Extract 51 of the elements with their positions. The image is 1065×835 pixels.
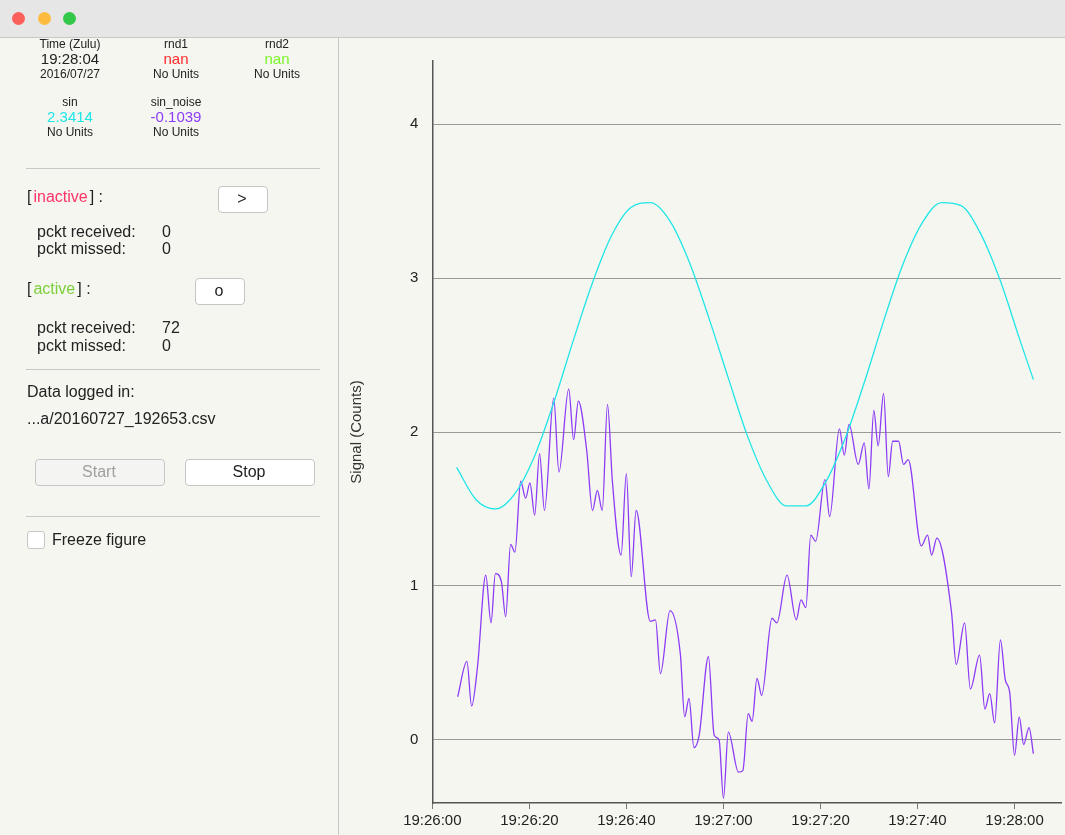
x-tick-label: 19:26:00	[403, 811, 462, 829]
x-tick-label: 19:26:40	[597, 811, 656, 829]
text: Freeze figure	[52, 531, 147, 548]
text: [	[27, 280, 32, 297]
y-tick-label: 1	[410, 576, 419, 594]
text: o	[214, 282, 224, 299]
text: 72	[162, 319, 180, 336]
x-tick-label: 19:26:20	[500, 811, 559, 829]
text: 2.3414	[47, 108, 93, 125]
text: sin_noise	[150, 95, 202, 109]
text: No Units	[46, 125, 94, 139]
text: Stop	[232, 463, 266, 480]
text: pckt received:	[37, 223, 136, 240]
text: No Units	[152, 125, 200, 139]
text: 19:28:04	[40, 50, 100, 67]
text: inactive	[33, 188, 88, 205]
text: ] :	[77, 280, 91, 297]
text: 2016/07/27	[39, 67, 101, 81]
text: [	[27, 188, 32, 205]
text: nan	[264, 50, 290, 67]
x-tick-label: 19:27:20	[791, 811, 850, 829]
text: Start	[82, 463, 116, 480]
x-tick-label: 19:28:00	[985, 811, 1044, 829]
text: rnd2	[264, 37, 290, 51]
text: nan	[163, 50, 189, 67]
y-tick-label: 4	[410, 114, 419, 132]
text: 0	[162, 223, 171, 240]
text: pckt missed:	[37, 337, 126, 354]
text: pckt missed:	[37, 240, 126, 257]
y-tick-label: 3	[410, 268, 419, 286]
text: Time (Zulu)	[39, 37, 101, 51]
y-axis-title: Signal (Counts)	[347, 380, 365, 484]
y-tick-label: 0	[410, 730, 419, 748]
text: No Units	[253, 67, 301, 81]
text: sin	[62, 95, 78, 109]
x-tick-label: 19:27:00	[694, 811, 753, 829]
text: 0	[162, 337, 171, 354]
x-tick-label: 19:27:40	[888, 811, 947, 829]
text: ] :	[89, 188, 104, 205]
y-tick-label: 2	[410, 422, 419, 440]
text: pckt received:	[37, 319, 136, 336]
text: rnd1	[163, 37, 189, 51]
text: -0.1039	[150, 108, 202, 125]
line-series	[455, 201, 1035, 510]
text: No Units	[152, 67, 200, 81]
text: 0	[162, 240, 171, 257]
line-series	[457, 388, 1035, 800]
text: ...a/20160727_192653.csv	[27, 410, 216, 427]
text: Data logged in:	[27, 383, 135, 400]
text: >	[237, 190, 247, 207]
text: active	[33, 280, 76, 297]
